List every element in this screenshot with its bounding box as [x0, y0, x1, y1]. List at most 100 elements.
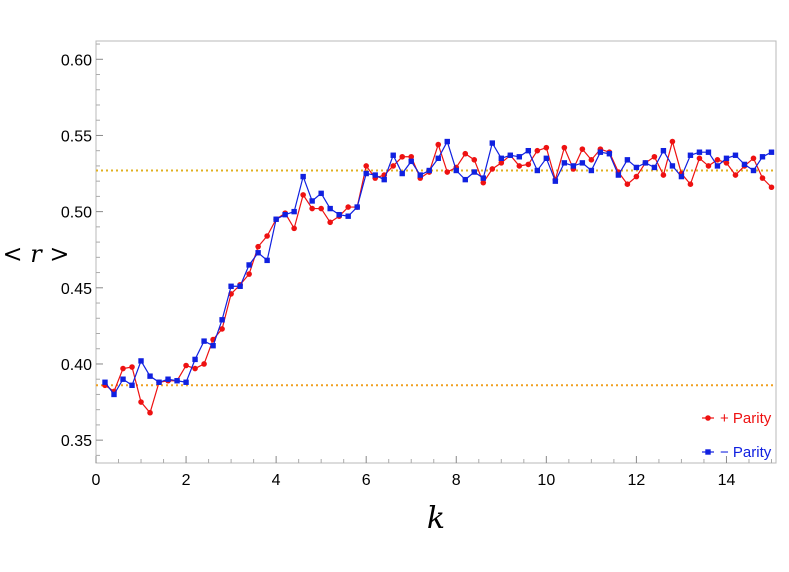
- x-tick-label: 4: [272, 472, 281, 489]
- data-point: [471, 157, 478, 163]
- data-point: [291, 225, 297, 232]
- data-point: [246, 271, 252, 277]
- y-tick-label: 0.35: [61, 433, 92, 450]
- data-point: [372, 172, 378, 178]
- data-point: [111, 391, 117, 398]
- y-tick-label: 0.55: [61, 128, 92, 145]
- data-point: [579, 160, 586, 166]
- data-point: [426, 167, 432, 174]
- data-point: [669, 163, 676, 169]
- data-point: [624, 157, 631, 163]
- data-point: [597, 149, 604, 155]
- y-axis-label: < r >: [3, 240, 70, 268]
- y-tick-label: 0.60: [61, 52, 92, 69]
- x-tick-label: 6: [362, 472, 371, 489]
- data-point: [354, 204, 360, 210]
- data-point: [660, 147, 667, 154]
- data-point: [444, 138, 450, 145]
- data-point: [624, 181, 631, 188]
- data-point: [237, 283, 243, 289]
- data-point: [435, 155, 441, 162]
- data-point: [633, 164, 640, 171]
- plot-frame: [95, 40, 777, 464]
- data-point: [543, 144, 550, 151]
- data-point: [156, 379, 162, 385]
- legend: + Parity − Parity: [702, 410, 772, 461]
- x-tick-label: 12: [627, 472, 645, 489]
- data-point: [642, 160, 649, 166]
- data-point: [399, 170, 405, 177]
- data-point: [165, 376, 171, 382]
- data-point: [462, 150, 469, 157]
- y-tick-label: 0.40: [61, 357, 92, 374]
- data-point: [633, 173, 640, 180]
- data-point: [264, 233, 270, 239]
- y-axis-ticks: 0.35 0.40 0.45 0.50 0.55 0.60: [61, 43, 103, 456]
- x-tick-label: 0: [92, 472, 101, 489]
- y-tick-label: 0.50: [61, 205, 92, 222]
- data-point: [246, 262, 252, 268]
- legend-marker: [705, 449, 711, 455]
- data-point: [300, 173, 306, 180]
- data-point: [129, 364, 135, 370]
- data-point: [201, 338, 207, 344]
- x-tick-label: 10: [537, 472, 555, 489]
- data-point: [309, 198, 315, 204]
- data-point: [453, 167, 459, 174]
- data-point: [282, 211, 288, 218]
- data-point: [732, 172, 739, 178]
- data-point: [309, 205, 315, 212]
- data-point: [588, 167, 595, 174]
- data-point: [714, 163, 721, 169]
- data-point: [219, 326, 225, 332]
- data-point: [516, 154, 523, 160]
- data-point: [759, 154, 766, 160]
- data-point: [120, 376, 126, 382]
- data-point: [741, 161, 748, 168]
- data-point: [345, 213, 351, 219]
- data-point: [687, 152, 694, 158]
- data-point: [129, 382, 135, 389]
- data-point: [534, 147, 541, 154]
- data-point: [579, 146, 586, 152]
- x-tick-label: 14: [718, 472, 736, 489]
- data-point: [705, 149, 712, 155]
- data-point: [138, 399, 144, 405]
- data-point: [525, 161, 532, 168]
- legend-label: + Parity: [720, 410, 772, 427]
- data-point: [363, 170, 369, 177]
- data-point: [381, 176, 387, 183]
- data-point: [390, 152, 396, 158]
- data-point: [750, 167, 757, 174]
- series-0: [102, 138, 775, 416]
- data-point: [183, 379, 189, 385]
- data-point: [570, 163, 577, 169]
- series-layer: [102, 138, 775, 416]
- data-point: [408, 158, 414, 165]
- data-point: [687, 181, 694, 188]
- data-point: [291, 208, 297, 215]
- data-point: [705, 163, 712, 169]
- data-point: [696, 149, 703, 155]
- series-line: [104, 139, 772, 414]
- data-point: [768, 149, 775, 155]
- data-point: [561, 144, 568, 151]
- data-point: [192, 356, 198, 363]
- data-point: [255, 243, 261, 250]
- data-point: [588, 157, 595, 163]
- data-point: [750, 155, 757, 162]
- data-point: [435, 141, 442, 148]
- data-point: [561, 160, 568, 166]
- x-tick-label: 2: [182, 472, 191, 489]
- data-point: [723, 160, 730, 166]
- data-point: [183, 362, 189, 369]
- data-point: [264, 257, 270, 264]
- series-1: [102, 138, 775, 398]
- data-point: [516, 163, 523, 169]
- x-axis-label: k: [427, 501, 445, 536]
- data-point: [732, 152, 739, 158]
- data-point: [327, 205, 333, 212]
- data-point: [255, 250, 261, 256]
- data-point: [678, 173, 685, 180]
